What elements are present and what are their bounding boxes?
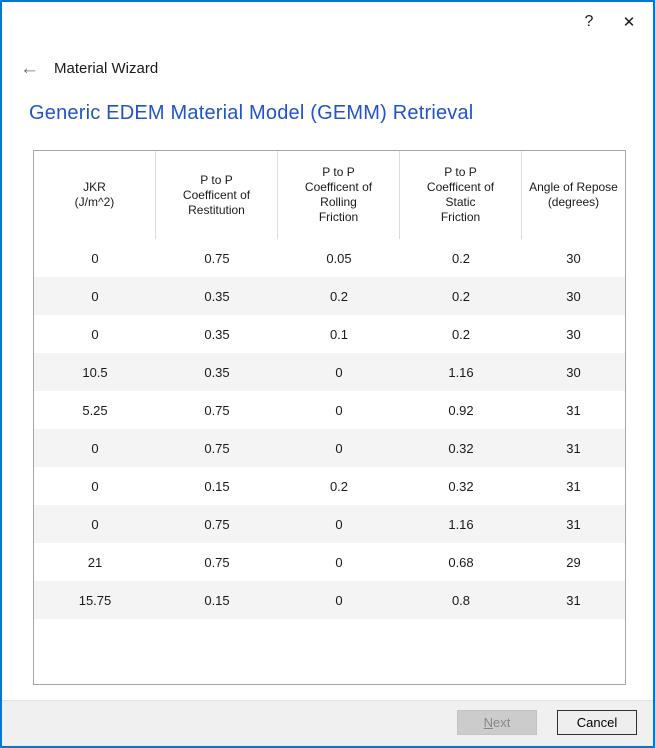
table-cell: 29: [566, 554, 581, 570]
table-cell: 0: [335, 440, 343, 456]
wizard-nav: ← Material Wizard: [20, 56, 158, 80]
table-cell: 31: [566, 478, 581, 494]
table-cell: 0.32: [448, 478, 474, 494]
table-cell: 0.92: [448, 402, 474, 418]
table-row[interactable]: 21 0.75 0 0.68 29: [34, 543, 625, 581]
table-cell: 0.68: [448, 554, 474, 570]
table-cell: 0.75: [204, 554, 230, 570]
table-cell: 1.16: [448, 364, 474, 380]
table-cell: 0: [335, 516, 343, 532]
table-cell: 31: [566, 440, 581, 456]
table-row[interactable]: 10.5 0.35 0 1.16 30: [34, 353, 625, 391]
table-cell: 0: [91, 440, 99, 456]
table-cell: 31: [566, 516, 581, 532]
gemm-table: JKR (J/m^2) P to P Coefficent of Restitution…: [33, 150, 626, 685]
table-cell: 30: [566, 364, 581, 380]
wizard-title: Material Wizard: [54, 59, 159, 77]
close-button[interactable]: ✕: [617, 10, 641, 34]
table-cell: 0.2: [451, 250, 471, 266]
table-cell: 0: [335, 364, 343, 380]
table-row[interactable]: 0 0.75 0.05 0.2 30: [34, 239, 625, 277]
table-cell: 0: [91, 250, 99, 266]
table-cell: 30: [566, 250, 581, 266]
table-cell: 0.1: [329, 326, 349, 342]
table-row[interactable]: 0 0.75 0 0.32 31: [34, 429, 625, 467]
table-cell: 0: [335, 402, 343, 418]
table-cell: 0.75: [204, 250, 230, 266]
column-header: P to P Coefficent of Rolling Friction: [278, 151, 400, 239]
table-row[interactable]: 0 0.75 0 1.16 31: [34, 505, 625, 543]
table-cell: 5.25: [82, 402, 108, 418]
table-header-row: JKR (J/m^2) P to P Coefficent of Restitution…: [34, 151, 625, 239]
table-cell: 30: [566, 288, 581, 304]
table-cell: 31: [566, 402, 581, 418]
column-header: JKR (J/m^2): [34, 151, 156, 239]
table-cell: 0.75: [204, 516, 230, 532]
table-cell: 0.2: [329, 288, 349, 304]
table-row[interactable]: 5.25 0.75 0 0.92 31: [34, 391, 625, 429]
table-cell: 0.35: [204, 364, 230, 380]
column-header: P to P Coefficent of Restitution: [156, 151, 278, 239]
table-cell: 0: [91, 478, 99, 494]
table-cell: 1.16: [448, 516, 474, 532]
table-cell: 0.2: [451, 326, 471, 342]
close-icon: ✕: [622, 14, 636, 31]
table-cell: 0.32: [448, 440, 474, 456]
column-header: Angle of Repose (degrees): [529, 180, 618, 209]
back-arrow-icon: ←: [20, 57, 39, 79]
table-cell: 15.75: [78, 592, 112, 608]
table-cell: 0.15: [204, 592, 230, 608]
table-cell: 0.2: [451, 288, 471, 304]
table-cell: 0: [91, 516, 99, 532]
table-cell: 0: [335, 592, 343, 608]
table-cell: 0.35: [204, 326, 230, 342]
table-cell: 21: [87, 554, 103, 570]
table-cell: 10.5: [82, 364, 108, 380]
column-header: P to P Coefficent of Static Friction: [400, 151, 522, 239]
table-row[interactable]: 15.75 0.15 0 0.8 31: [34, 581, 625, 619]
help-button[interactable]: ?: [577, 10, 601, 34]
page-title: Generic EDEM Material Model (GEMM) Retri…: [29, 102, 474, 124]
back-button[interactable]: ←: [20, 59, 39, 78]
table-cell: 0: [91, 326, 99, 342]
table-cell: 0.2: [329, 478, 349, 494]
table-cell: 0: [91, 288, 99, 304]
table-cell: 30: [566, 326, 581, 342]
cancel-button[interactable]: Cancel: [557, 710, 637, 735]
table-cell: 0.15: [204, 478, 230, 494]
table-cell: 0.8: [451, 592, 471, 608]
table-cell: 0: [335, 554, 343, 570]
help-icon: ?: [584, 13, 594, 30]
table-row[interactable]: 0 0.15 0.2 0.32 31: [34, 467, 625, 505]
table-cell: 0.35: [204, 288, 230, 304]
table-cell: 31: [566, 592, 581, 608]
table-body: 0 0.75 0.05 0.2 30 0 0.35 0.2 0.2 30 0 0.35 0.1 0.2 30…: [34, 239, 625, 684]
table-cell: 0.05: [326, 250, 352, 266]
table-cell: 0.75: [204, 440, 230, 456]
table-row[interactable]: 0 0.35 0.1 0.2 30: [34, 315, 625, 353]
table-cell: 0.75: [204, 402, 230, 418]
table-row[interactable]: 0 0.35 0.2 0.2 30: [34, 277, 625, 315]
